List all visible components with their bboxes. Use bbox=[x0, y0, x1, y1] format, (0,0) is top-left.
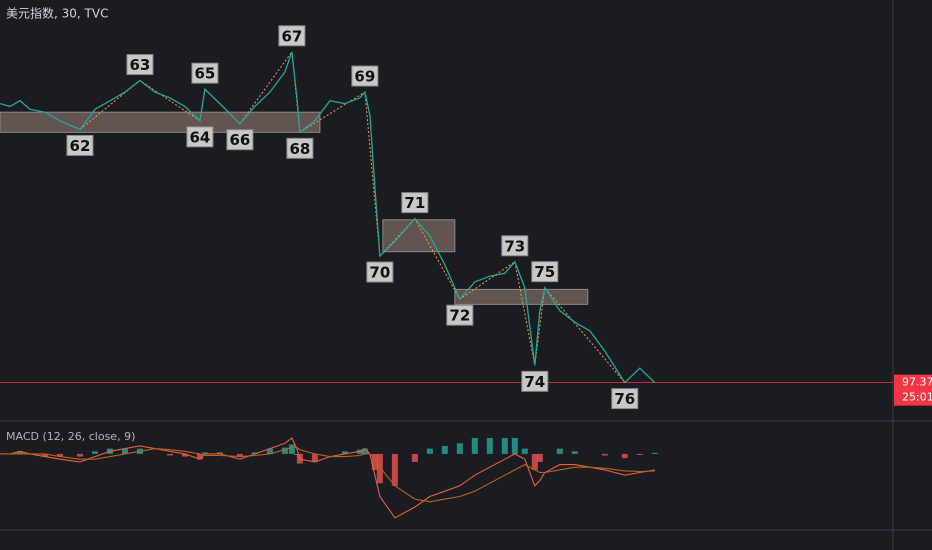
histogram-bar bbox=[571, 451, 578, 454]
histogram-bar bbox=[456, 443, 463, 454]
histogram-bar bbox=[166, 453, 173, 456]
pivot-box bbox=[521, 370, 549, 392]
zone bbox=[0, 111, 321, 133]
pivot-label: 68 bbox=[289, 140, 310, 158]
pivot-box bbox=[286, 137, 314, 159]
histogram-bar bbox=[281, 447, 288, 454]
histogram-bar bbox=[266, 448, 273, 454]
histogram-bar bbox=[251, 452, 258, 454]
pivot-label: 65 bbox=[194, 65, 215, 83]
last-price-box bbox=[894, 374, 932, 406]
labels: 97.37 25:01 62 63 64 65 66 67 68 69 70 71 72 73 74 75 76 bbox=[70, 27, 932, 408]
histogram-bar bbox=[471, 437, 478, 454]
pivot-box bbox=[446, 304, 474, 326]
histogram-bar bbox=[121, 448, 128, 454]
pivot-box bbox=[366, 261, 394, 283]
pivot-box bbox=[501, 235, 529, 257]
histogram-bar bbox=[636, 453, 643, 455]
pivot-label: 72 bbox=[449, 307, 470, 325]
histogram-bar bbox=[376, 453, 383, 484]
macd-line bbox=[0, 446, 655, 503]
pivot-box bbox=[126, 54, 154, 76]
chart-title: 美元指数, 30, TVC bbox=[6, 6, 108, 21]
pivot-label: 71 bbox=[404, 194, 425, 212]
pivot-label: 62 bbox=[70, 137, 91, 155]
pivot-box bbox=[278, 25, 306, 47]
histogram-bar bbox=[426, 448, 433, 454]
histogram-bar bbox=[536, 453, 543, 462]
histogram-bar bbox=[501, 437, 508, 454]
histogram-bar bbox=[621, 453, 628, 459]
histogram-bar bbox=[288, 444, 295, 454]
histogram-bar bbox=[391, 453, 398, 486]
pivot-label: 64 bbox=[189, 128, 210, 146]
histogram-bar bbox=[601, 453, 608, 456]
pivot-label: 67 bbox=[281, 27, 302, 45]
countdown-label: 25:01 bbox=[902, 391, 932, 404]
price-line bbox=[0, 51, 656, 384]
histogram-bar bbox=[371, 453, 378, 470]
pivot-label: 73 bbox=[504, 237, 525, 255]
pivot-box bbox=[531, 261, 559, 283]
pivot-label: 63 bbox=[130, 56, 151, 74]
histogram-bar bbox=[486, 437, 493, 454]
pivot-box bbox=[401, 192, 429, 214]
zone bbox=[382, 219, 456, 253]
histogram-bar bbox=[216, 452, 223, 454]
histogram-bar bbox=[41, 453, 48, 457]
histogram-bar bbox=[16, 451, 23, 454]
histogram-bar bbox=[511, 437, 518, 454]
pivot-label: 69 bbox=[354, 68, 375, 86]
histogram-bar bbox=[76, 453, 83, 457]
histogram-bar bbox=[521, 448, 528, 454]
histogram-bar bbox=[441, 445, 448, 454]
pivot-box bbox=[226, 129, 254, 151]
histogram-bar bbox=[236, 453, 243, 457]
histogram-bar bbox=[311, 453, 318, 462]
histogram-bar bbox=[56, 453, 63, 457]
pivot-label: 76 bbox=[614, 390, 635, 408]
histogram-bar bbox=[411, 453, 418, 462]
histogram-bar bbox=[556, 448, 563, 454]
macd-line bbox=[0, 437, 655, 519]
macd-title: MACD (12, 26, close, 9) bbox=[6, 430, 135, 443]
histogram-bar bbox=[181, 453, 188, 457]
last-price-label: 97.37 bbox=[902, 376, 932, 389]
pivot-box bbox=[351, 65, 379, 87]
pivot-label: 74 bbox=[524, 373, 545, 391]
pivot-label: 75 bbox=[534, 263, 555, 281]
pivot-box bbox=[66, 134, 94, 156]
histogram-bar bbox=[361, 448, 368, 454]
histogram-bar bbox=[531, 453, 538, 470]
histogram-bar bbox=[341, 451, 348, 454]
marks bbox=[0, 25, 932, 519]
histogram-bar bbox=[651, 452, 658, 454]
histogram-bar bbox=[201, 452, 208, 454]
pivot-box bbox=[191, 62, 219, 84]
zone bbox=[454, 288, 589, 305]
pivot-box bbox=[186, 126, 214, 148]
histogram-bar bbox=[91, 451, 98, 454]
pivot-label: 66 bbox=[229, 131, 250, 149]
pivot-box bbox=[611, 388, 639, 410]
pivot-label: 70 bbox=[369, 264, 390, 282]
histogram-bar bbox=[196, 453, 203, 460]
